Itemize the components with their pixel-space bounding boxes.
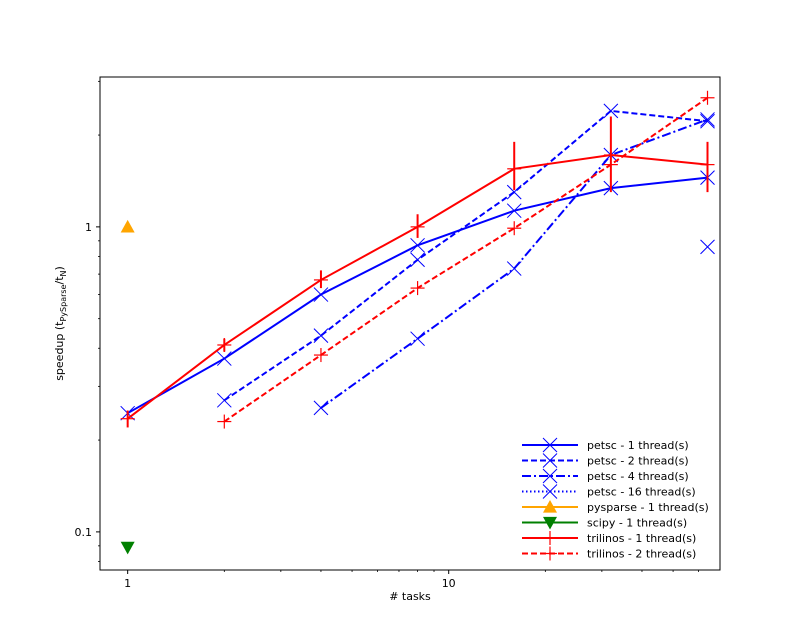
legend-item: scipy - 1 thread(s) [522,517,687,530]
data-point [410,331,425,347]
data-point [410,237,425,253]
data-point [216,392,232,408]
y-axis-label-main: speedup (t [53,321,66,381]
legend-item: petsc - 16 thread(s) [522,484,696,499]
series-scipy-1-thread-s- [120,541,135,555]
data-point [506,184,522,200]
y-tick-label: 0.1 [75,526,93,539]
axes-frame [99,76,721,571]
data-point [313,328,329,343]
data-point [700,112,715,127]
data-point [506,203,522,219]
legend-label: petsc - 4 thread(s) [587,470,689,483]
data-point [410,252,425,268]
data-point [700,239,715,255]
y-axis-label-sub2: N [59,270,68,276]
legend-item: trilinos - 1 thread(s) [522,531,696,545]
legend-item: petsc - 2 thread(s) [522,453,689,468]
y-axis-label-mid: /t [53,276,66,285]
legend-label: trilinos - 1 thread(s) [587,532,696,545]
legend: petsc - 1 thread(s) petsc - 2 thread(s) pe… [522,437,709,561]
y-tick-label: 1 [85,221,92,234]
legend-swatch-marker [542,453,558,468]
legend-label: trilinos - 2 thread(s) [587,548,696,561]
legend-swatch-marker [542,468,558,484]
legend-item: petsc - 1 thread(s) [522,437,689,453]
data-point [216,351,232,366]
series-petsc-2-thread-s- [216,103,715,408]
data-point [313,287,329,302]
series-petsc-16-thread-s- [700,239,715,255]
data-point [120,541,135,555]
plot-area [120,90,715,555]
data-point [700,113,715,129]
y-axis-label-sub: PySparse [59,284,68,321]
series-pysparse-1-thread-s- [120,219,135,233]
legend-label: petsc - 2 thread(s) [587,455,689,468]
x-axis-label: # tasks [389,590,431,603]
data-point [120,219,135,233]
data-point [313,400,329,416]
legend-swatch-marker [543,500,557,513]
y-axis-label: speedup (tPySparse/tN) [53,266,68,381]
data-point [506,261,522,276]
legend-item: trilinos - 2 thread(s) [522,546,696,561]
legend-swatch-marker [542,484,558,499]
legend-label: pysparse - 1 thread(s) [587,501,709,514]
legend-label: petsc - 1 thread(s) [587,439,689,452]
legend-swatch-marker [543,516,557,530]
legend-label: scipy - 1 thread(s) [587,517,687,530]
x-tick-label: 1 [124,577,131,590]
x-tick-label: 10 [442,577,456,590]
legend-label: petsc - 16 thread(s) [587,486,696,499]
data-point [603,103,619,119]
legend-item: pysparse - 1 thread(s) [522,500,709,514]
axis-ticks: 1 10 0.1 1 [75,80,699,590]
legend-item: petsc - 4 thread(s) [522,468,689,484]
series-trilinos-2-thread-s- [217,90,715,429]
series-line [223,109,708,402]
y-axis-label-close: ) [53,266,66,270]
series-line [223,96,709,423]
series-trilinos-1-thread-s- [120,116,715,428]
legend-swatch-marker [542,437,558,453]
